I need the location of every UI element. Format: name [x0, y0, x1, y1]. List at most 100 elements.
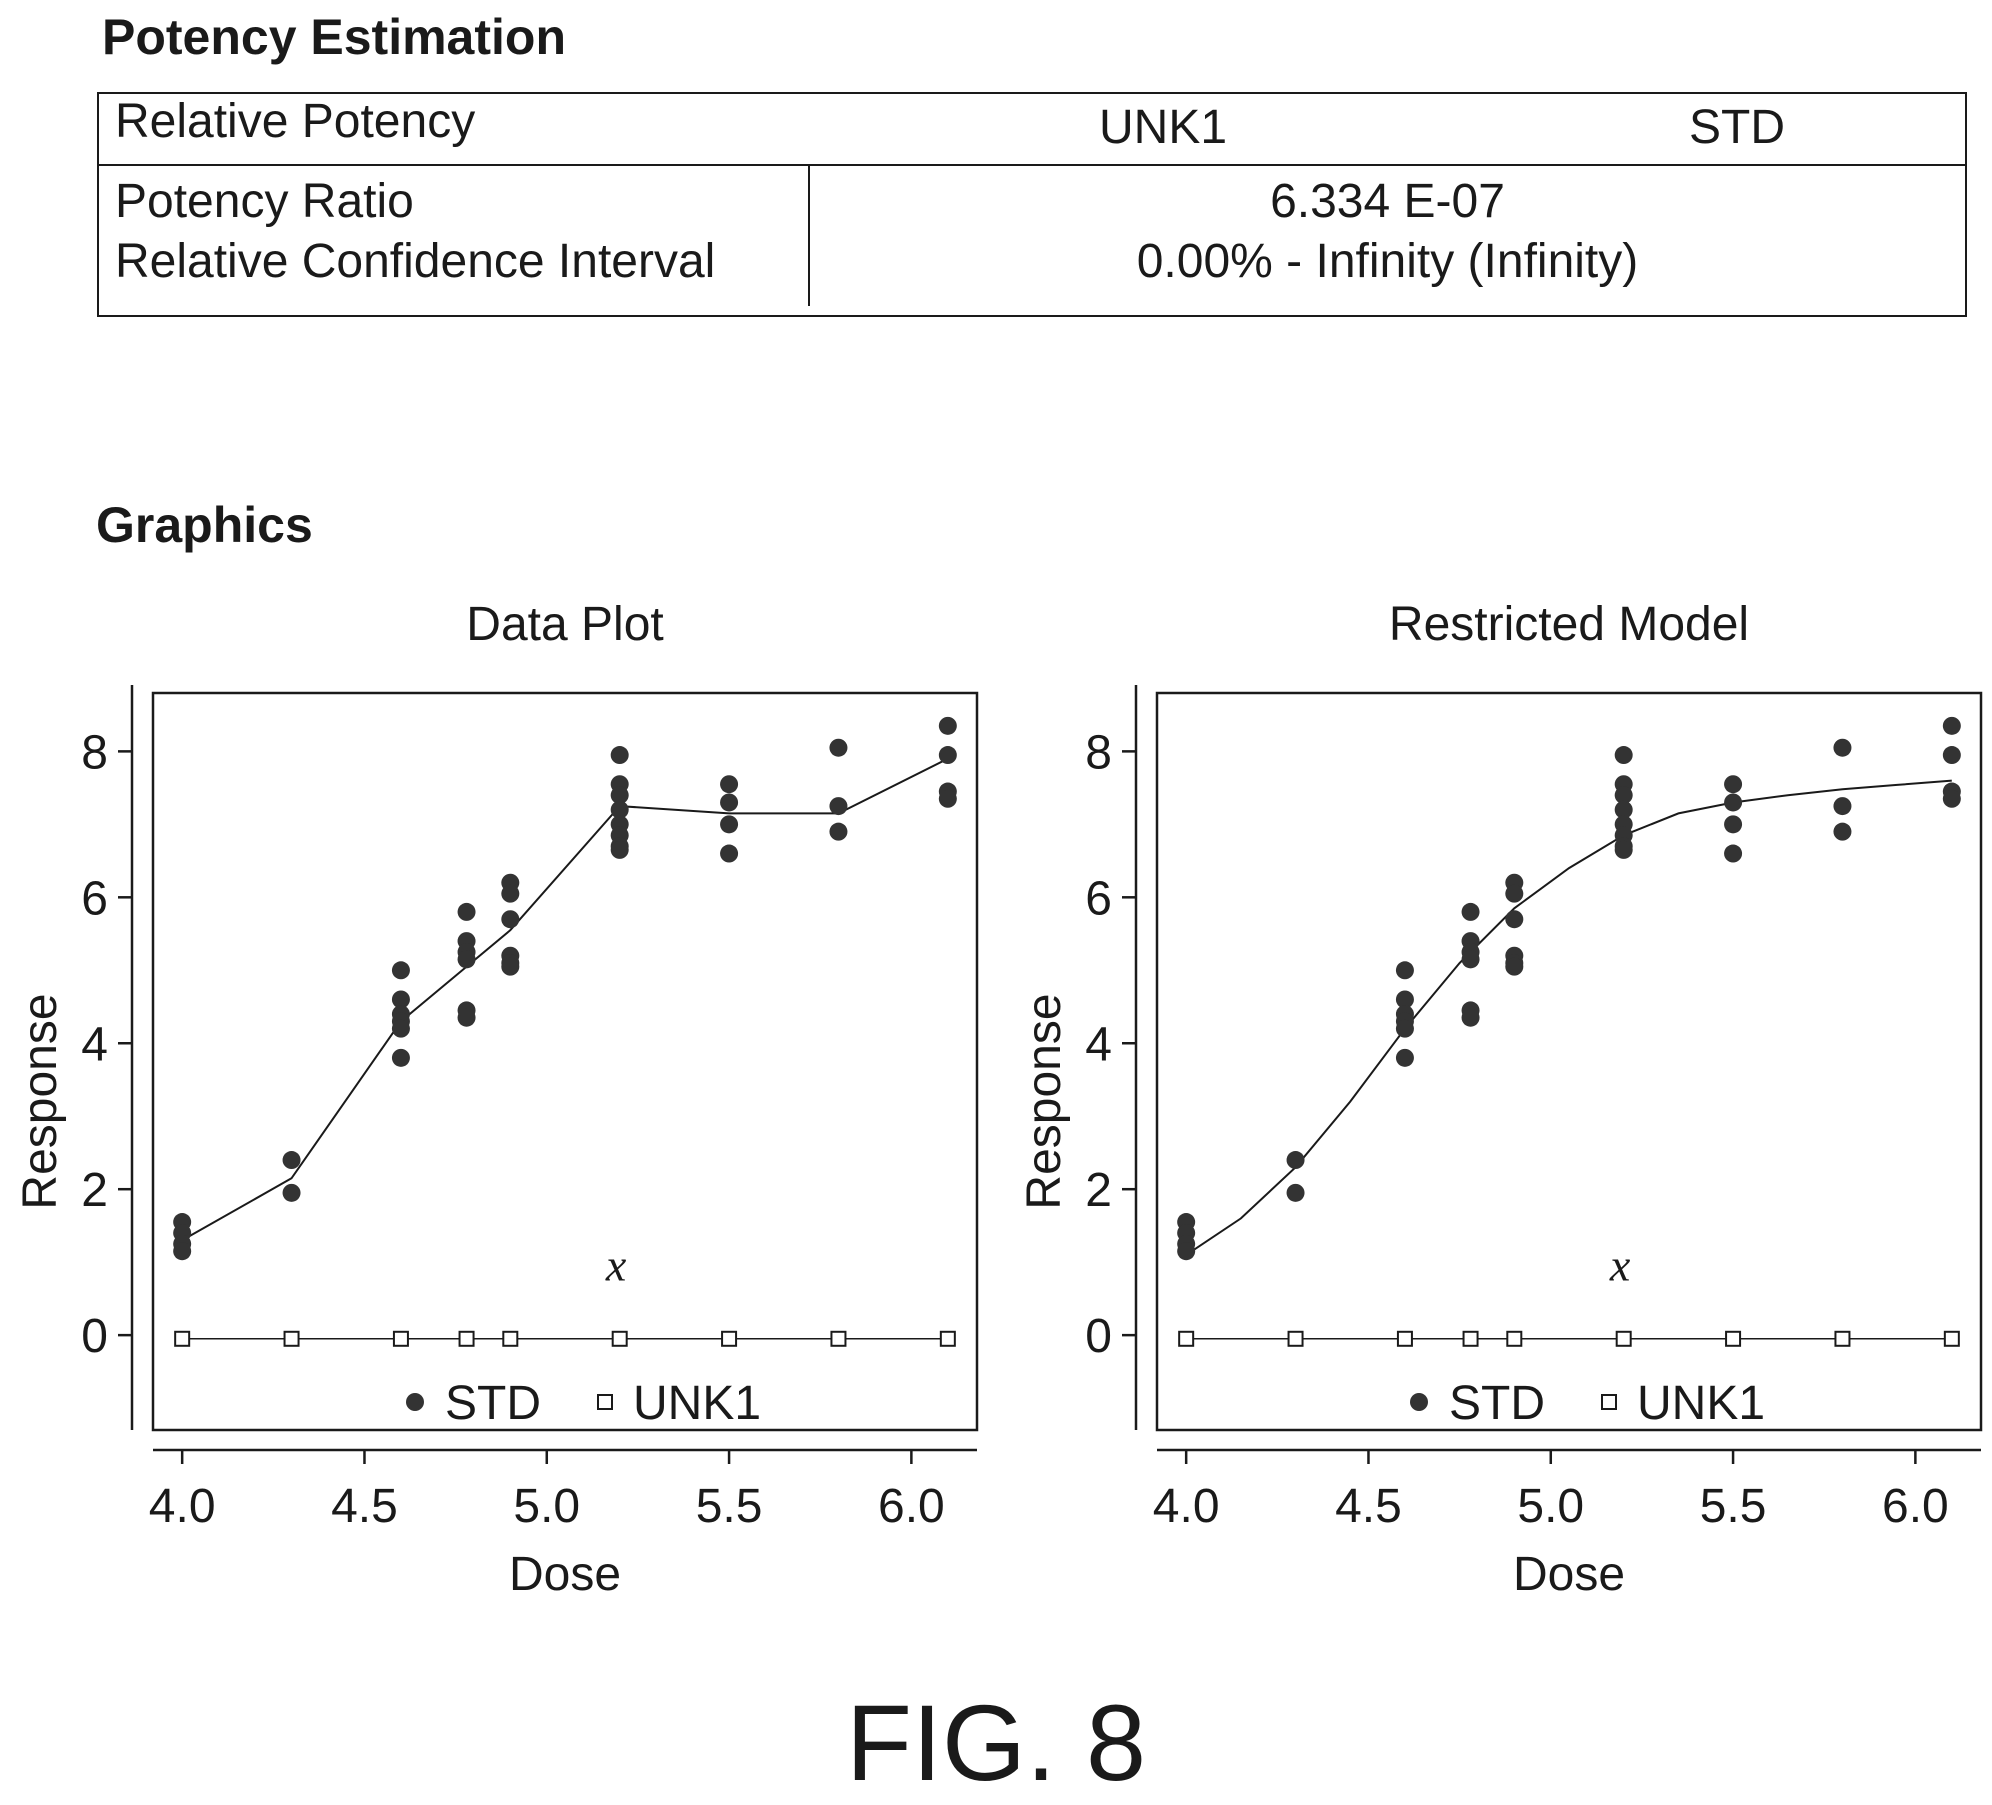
- y-tick-label: 6: [1085, 872, 1112, 925]
- x-tick-label: 5.0: [513, 1480, 580, 1533]
- std-point: [1833, 797, 1852, 816]
- unk1-point: [174, 1330, 191, 1347]
- std-point: [1942, 716, 1961, 735]
- header-label: Relative Potency: [97, 92, 809, 166]
- x-tick-label: 4.0: [1153, 1480, 1220, 1533]
- std-point: [391, 1048, 410, 1067]
- std-point: [1505, 884, 1524, 903]
- std-point: [282, 1183, 301, 1202]
- y-tick-label: 2: [1085, 1164, 1112, 1217]
- std-point: [1724, 775, 1743, 794]
- std-point: [1833, 822, 1852, 841]
- std-point: [1395, 1048, 1414, 1067]
- std-point: [391, 990, 410, 1009]
- std-point: [1286, 1183, 1305, 1202]
- row-label-potency-ratio: Potency Ratio: [97, 165, 810, 232]
- std-point: [1724, 793, 1743, 812]
- x-tick-label: 6.0: [878, 1480, 945, 1533]
- legend-std-label: STD: [1449, 1377, 1545, 1430]
- y-tick-label: 0: [1085, 1310, 1112, 1363]
- potency-table-header-row: Relative Potency UNK1 STD: [97, 92, 1965, 166]
- std-point: [829, 822, 848, 841]
- unk1-point: [458, 1330, 475, 1347]
- unk1-point: [721, 1330, 738, 1347]
- y-tick-label: 4: [81, 1018, 108, 1071]
- unk1-point: [392, 1330, 409, 1347]
- std-point: [938, 789, 957, 808]
- std-point: [720, 815, 739, 834]
- std-point: [1395, 1019, 1414, 1038]
- charts-area: Data Plot 0 2 4 6 8 Response 4.0 4.5 5.0 5.5 6.0 Dos…: [14, 598, 1983, 1601]
- unk1-point: [283, 1330, 300, 1347]
- std-point: [1286, 1151, 1305, 1170]
- x-tick-label: 5.5: [696, 1480, 763, 1533]
- x-tick-label: 4.5: [1335, 1480, 1402, 1533]
- figure-label: FIG. 8: [845, 1682, 1147, 1803]
- row-value-potency-ratio: 6.334 E-07: [1270, 175, 1505, 228]
- x-axis-label: Dose: [509, 1548, 621, 1601]
- chart-restricted-model: Restricted Model 0 2 4 6 8 Response 4.0 4.5 5.0 5.…: [1018, 598, 1983, 1601]
- std-point: [501, 884, 520, 903]
- x-tick-label: 5.0: [1517, 1480, 1584, 1533]
- x-axis-label: Dose: [1513, 1548, 1625, 1601]
- header-columns: UNK1 STD: [809, 92, 1965, 166]
- std-point: [938, 746, 957, 765]
- std-point: [938, 716, 957, 735]
- y-tick-label: 0: [81, 1310, 108, 1363]
- potency-estimation-title: Potency Estimation: [102, 9, 566, 65]
- unk1-point: [1943, 1330, 1960, 1347]
- std-point: [829, 797, 848, 816]
- legend-unk1-label: UNK1: [633, 1377, 761, 1430]
- std-point: [720, 844, 739, 863]
- table-row: Relative Confidence Interval 0.00% - Inf…: [97, 232, 1965, 306]
- plot-frame: [151, 691, 979, 1432]
- unk1-point: [939, 1330, 956, 1347]
- std-point: [1461, 950, 1480, 969]
- graphics-title: Graphics: [96, 497, 313, 553]
- std-point: [173, 1242, 192, 1261]
- std-point: [1942, 746, 1961, 765]
- std-point: [1614, 840, 1633, 859]
- std-point: [610, 786, 629, 805]
- annotation-x: x: [1609, 1239, 1631, 1290]
- header-col-unk1: UNK1: [1099, 101, 1228, 154]
- x-tick-label: 6.0: [1882, 1480, 1949, 1533]
- chart-title: Restricted Model: [1389, 598, 1749, 651]
- x-tick-label: 4.0: [149, 1480, 216, 1533]
- unk1-point: [1725, 1330, 1742, 1347]
- std-point: [1461, 902, 1480, 921]
- std-point: [610, 746, 629, 765]
- y-tick-label: 2: [81, 1164, 108, 1217]
- std-point: [1942, 789, 1961, 808]
- unk1-point: [1178, 1330, 1195, 1347]
- legend-unk1-label: UNK1: [1637, 1377, 1765, 1430]
- header-col-std: STD: [1689, 101, 1785, 154]
- y-tick-label: 6: [81, 872, 108, 925]
- std-point: [457, 950, 476, 969]
- std-point: [720, 775, 739, 794]
- std-point: [1724, 815, 1743, 834]
- std-point: [1614, 800, 1633, 819]
- row-value-confidence-interval: 0.00% - Infinity (Infinity): [1136, 235, 1639, 288]
- std-point: [1395, 961, 1414, 980]
- x-tick-label: 5.5: [1700, 1480, 1767, 1533]
- std-point: [1505, 957, 1524, 976]
- std-point: [457, 902, 476, 921]
- unk1-point: [1462, 1330, 1479, 1347]
- std-point: [720, 793, 739, 812]
- unk1-point: [1615, 1330, 1632, 1347]
- std-point: [1614, 746, 1633, 765]
- std-point: [501, 957, 520, 976]
- std-point: [610, 800, 629, 819]
- legend-unk1-marker: [597, 1394, 613, 1410]
- chart-title: Data Plot: [466, 598, 663, 651]
- legend-std-label: STD: [445, 1377, 541, 1430]
- std-point: [1395, 990, 1414, 1009]
- std-point: [391, 961, 410, 980]
- std-point: [282, 1151, 301, 1170]
- std-point: [1461, 1008, 1480, 1027]
- std-point: [829, 738, 848, 757]
- y-tick-label: 8: [81, 726, 108, 779]
- x-tick-label: 4.5: [331, 1480, 398, 1533]
- unk1-point: [830, 1330, 847, 1347]
